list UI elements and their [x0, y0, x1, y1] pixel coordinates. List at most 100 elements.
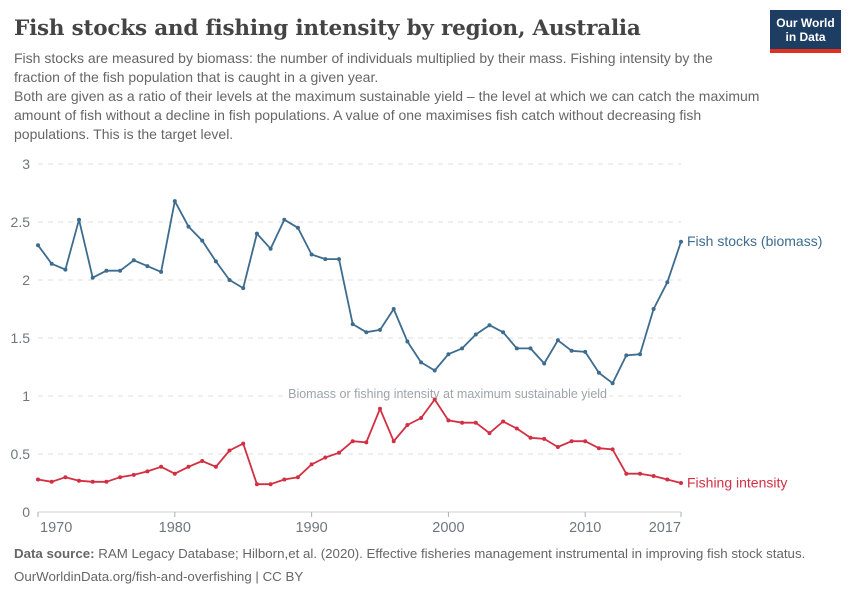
fishing-intensity-point-2008[interactable]: [555, 445, 560, 449]
fish-stocks-point-1996[interactable]: [391, 307, 396, 311]
fishing-intensity-point-2012[interactable]: [610, 447, 615, 452]
fishing-intensity-point-2003[interactable]: [487, 431, 492, 436]
fishing-intensity-point-1973[interactable]: [77, 478, 81, 483]
fish-stocks-point-1989[interactable]: [295, 225, 300, 230]
fishing-intensity-point-1981[interactable]: [186, 464, 191, 469]
fishing-intensity-point-2014[interactable]: [638, 471, 642, 476]
fish-stocks-point-2006[interactable]: [528, 346, 533, 351]
fish-stocks-point-2004[interactable]: [501, 330, 506, 335]
fish-stocks-point-2008[interactable]: [555, 338, 560, 343]
fishing-intensity-point-2016[interactable]: [665, 477, 670, 482]
fish-stocks-point-1995[interactable]: [378, 327, 382, 332]
fishing-intensity-point-1993[interactable]: [350, 439, 355, 444]
fishing-intensity-point-1985[interactable]: [241, 441, 246, 446]
fish-stocks-point-1981[interactable]: [186, 224, 191, 229]
fish-stocks-point-1978[interactable]: [145, 264, 150, 269]
fish-stocks-point-2015[interactable]: [651, 307, 656, 311]
fish-stocks-point-1983[interactable]: [213, 259, 218, 264]
fishing-intensity-point-2010[interactable]: [583, 439, 588, 444]
fish-stocks-point-1974[interactable]: [90, 275, 95, 280]
fishing-intensity-point-1977[interactable]: [131, 472, 136, 477]
fish-stocks-point-1992[interactable]: [337, 257, 341, 262]
fishing-intensity-point-1976[interactable]: [118, 475, 123, 480]
fish-stocks-point-2003[interactable]: [487, 323, 492, 328]
fish-stocks-point-1980[interactable]: [172, 199, 177, 204]
fish-stocks-point-1985[interactable]: [241, 286, 246, 291]
fishing-intensity-point-2015[interactable]: [651, 474, 656, 478]
fishing-intensity-point-2006[interactable]: [528, 435, 533, 440]
fishing-intensity-point-2004[interactable]: [501, 419, 506, 424]
fish-stocks-point-1984[interactable]: [227, 278, 232, 282]
fishing-intensity-point-1997[interactable]: [405, 423, 410, 427]
fish-stocks-point-1982[interactable]: [200, 238, 205, 243]
fish-stocks-point-1986[interactable]: [254, 231, 259, 236]
fishing-intensity-point-2013[interactable]: [624, 471, 629, 476]
fish-stocks-point-1988[interactable]: [282, 217, 287, 222]
fishing-intensity-point-1990[interactable]: [309, 462, 314, 467]
fish-stocks-point-2005[interactable]: [514, 346, 519, 351]
fish-stocks-point-2014[interactable]: [638, 352, 642, 357]
fish-stocks-point-2017[interactable]: [679, 239, 683, 244]
fish-stocks-point-1991[interactable]: [323, 257, 328, 262]
fishing-intensity-point-1995[interactable]: [378, 406, 382, 411]
fishing-intensity-point-1987[interactable]: [268, 482, 273, 487]
fish-stocks-point-2011[interactable]: [596, 370, 601, 375]
fish-stocks-point-2000[interactable]: [446, 352, 451, 357]
fishing-intensity-point-1988[interactable]: [282, 477, 287, 482]
fish-stocks-point-2009[interactable]: [569, 348, 574, 353]
fish-stocks-point-2013[interactable]: [624, 353, 629, 358]
fishing-intensity-point-1991[interactable]: [323, 455, 328, 460]
fishing-intensity-point-2009[interactable]: [569, 439, 574, 444]
fish-stocks-point-1972[interactable]: [63, 267, 68, 272]
fishing-intensity-point-2000[interactable]: [446, 418, 451, 423]
fishing-intensity-point-1998[interactable]: [419, 416, 424, 420]
fish-stocks-point-1999[interactable]: [432, 368, 437, 373]
fishing-intensity-point-1989[interactable]: [295, 475, 300, 480]
fishing-intensity-point-1994[interactable]: [364, 440, 369, 445]
fishing-intensity-point-1986[interactable]: [254, 482, 259, 487]
fishing-intensity-point-1996[interactable]: [391, 439, 396, 444]
fishing-intensity-line[interactable]: [37, 398, 682, 486]
fish-stocks-point-1998[interactable]: [419, 360, 424, 365]
fishing-intensity-point-2002[interactable]: [473, 420, 478, 425]
fish-stocks-point-1979[interactable]: [159, 269, 164, 274]
fishing-intensity-point-2011[interactable]: [596, 446, 601, 451]
fish-stocks-point-2016[interactable]: [665, 280, 670, 285]
fish-stocks-point-1993[interactable]: [350, 322, 355, 327]
fish-stocks-line[interactable]: [37, 200, 682, 385]
fish-stocks-point-1976[interactable]: [118, 268, 123, 273]
fish-stocks-point-2002[interactable]: [473, 332, 478, 337]
fish-stocks-point-2001[interactable]: [460, 346, 465, 351]
fishing-intensity-point-1999[interactable]: [432, 397, 437, 402]
fishing-intensity-point-1980[interactable]: [172, 471, 177, 476]
fish-stocks-point-1975[interactable]: [104, 268, 109, 273]
fishing-intensity-point-1983[interactable]: [213, 464, 218, 469]
fish-stocks-point-1977[interactable]: [131, 258, 136, 263]
fish-stocks-point-1970[interactable]: [36, 243, 40, 248]
fish-stocks-point-2007[interactable]: [542, 361, 547, 366]
fish-stocks-point-2010[interactable]: [583, 349, 588, 354]
fishing-intensity-point-2007[interactable]: [542, 436, 547, 441]
fishing-intensity-point-1984[interactable]: [227, 448, 232, 453]
fishing-intensity-point-1970[interactable]: [36, 477, 40, 482]
fishing-intensity-point-2017[interactable]: [679, 481, 683, 485]
fishing-intensity-point-1979[interactable]: [159, 464, 164, 469]
fishing-intensity-point-1974[interactable]: [90, 479, 95, 484]
fishing-intensity-point-1972[interactable]: [63, 475, 68, 480]
fishing-intensity-point-1978[interactable]: [145, 469, 150, 474]
fish-stocks-point-1997[interactable]: [405, 339, 410, 344]
fishing-intensity-point-1982[interactable]: [200, 459, 205, 463]
fishing-intensity-point-1975[interactable]: [104, 479, 109, 484]
fish-stocks-point-1990[interactable]: [309, 252, 314, 257]
fish-stocks-point-2012[interactable]: [610, 381, 615, 386]
fish-stocks-point-1987[interactable]: [268, 246, 273, 251]
fish-stocks-point-1973[interactable]: [77, 217, 81, 222]
fishing-intensity-point-1992[interactable]: [337, 450, 341, 455]
fishing-intensity-point-1971[interactable]: [49, 479, 54, 484]
fishing-intensity-point-2005[interactable]: [514, 426, 519, 431]
fish-stocks-point-1994[interactable]: [364, 330, 369, 335]
owid-logo[interactable]: Our World in Data: [770, 10, 841, 53]
fish-stocks-point-1971[interactable]: [49, 261, 54, 266]
fishing-intensity-point-2001[interactable]: [460, 420, 465, 425]
license-line[interactable]: OurWorldinData.org/fish-and-overfishing …: [14, 568, 304, 584]
